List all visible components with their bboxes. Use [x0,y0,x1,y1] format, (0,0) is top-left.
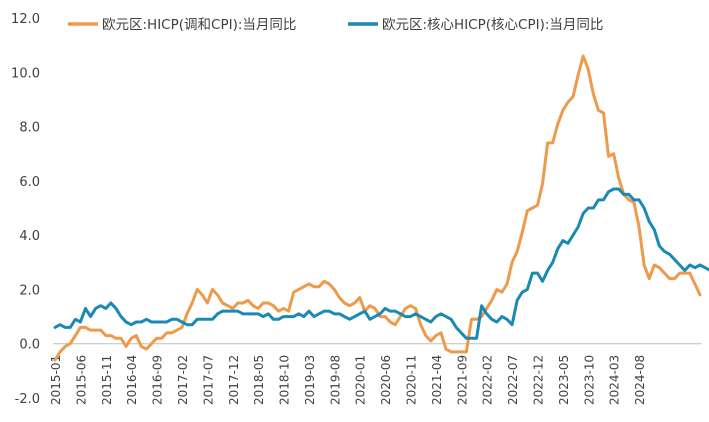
x-tick-label: 2022-12 [531,355,545,405]
y-tick-label: 8.0 [19,121,40,136]
y-tick-label: 6.0 [19,175,40,190]
x-tick-label: 2022-02 [481,355,495,405]
x-tick-label: 2020-06 [379,355,393,405]
y-tick-label: 10.0 [11,66,40,81]
x-tick-label: 2017-07 [201,355,215,405]
x-tick-label: 2021-04 [430,355,444,405]
x-axis: 2015-01 2015-06 2015-11 2016-04 2016-09 2017-… [49,343,702,405]
x-tick-label: 2016-04 [125,355,139,405]
series-line-core-hicp [53,187,709,340]
legend: 欧元区:HICP(调和CPI):当月同比 欧元区:核心HICP(核心CPI):当月… [68,17,603,33]
x-tick-label: 2022-07 [506,355,520,405]
x-tick-label: 2024-03 [608,355,622,405]
y-axis: 12.0 10.0 8.0 6.0 4.0 2.0 0.0 -2.0 [11,12,40,407]
legend-label: 欧元区:核心HICP(核心CPI):当月同比 [382,17,603,33]
y-tick-label: 2.0 [19,283,40,298]
x-tick-label: 2017-02 [176,355,190,405]
x-tick-label: 2018-10 [278,355,292,405]
x-tick-label: 2020-01 [354,355,368,405]
x-tick-label: 2020-11 [405,355,419,405]
x-tick-label: 2023-10 [582,355,596,405]
plot-area [53,54,709,362]
series-line-hicp [53,54,702,362]
x-tick-label: 2018-05 [252,355,266,405]
x-tick-label: 2015-01 [49,355,63,405]
x-tick-label: 2015-11 [100,355,114,405]
x-tick-label: 2021-09 [455,355,469,405]
x-tick-label: 2019-08 [328,355,342,405]
legend-label: 欧元区:HICP(调和CPI):当月同比 [102,17,296,33]
x-tick-label: 2019-03 [303,355,317,405]
y-tick-label: 4.0 [19,229,40,244]
x-tick-label: 2023-05 [557,355,571,405]
y-tick-label: 0.0 [19,338,40,353]
x-tick-label: 2024-08 [633,355,647,405]
x-tick-label: 2015-06 [74,355,88,405]
x-tick-label: 2017-12 [227,355,241,405]
x-tick-label: 2016-09 [151,355,165,405]
y-tick-label: 12.0 [11,12,40,27]
y-tick-label: -2.0 [15,392,40,407]
